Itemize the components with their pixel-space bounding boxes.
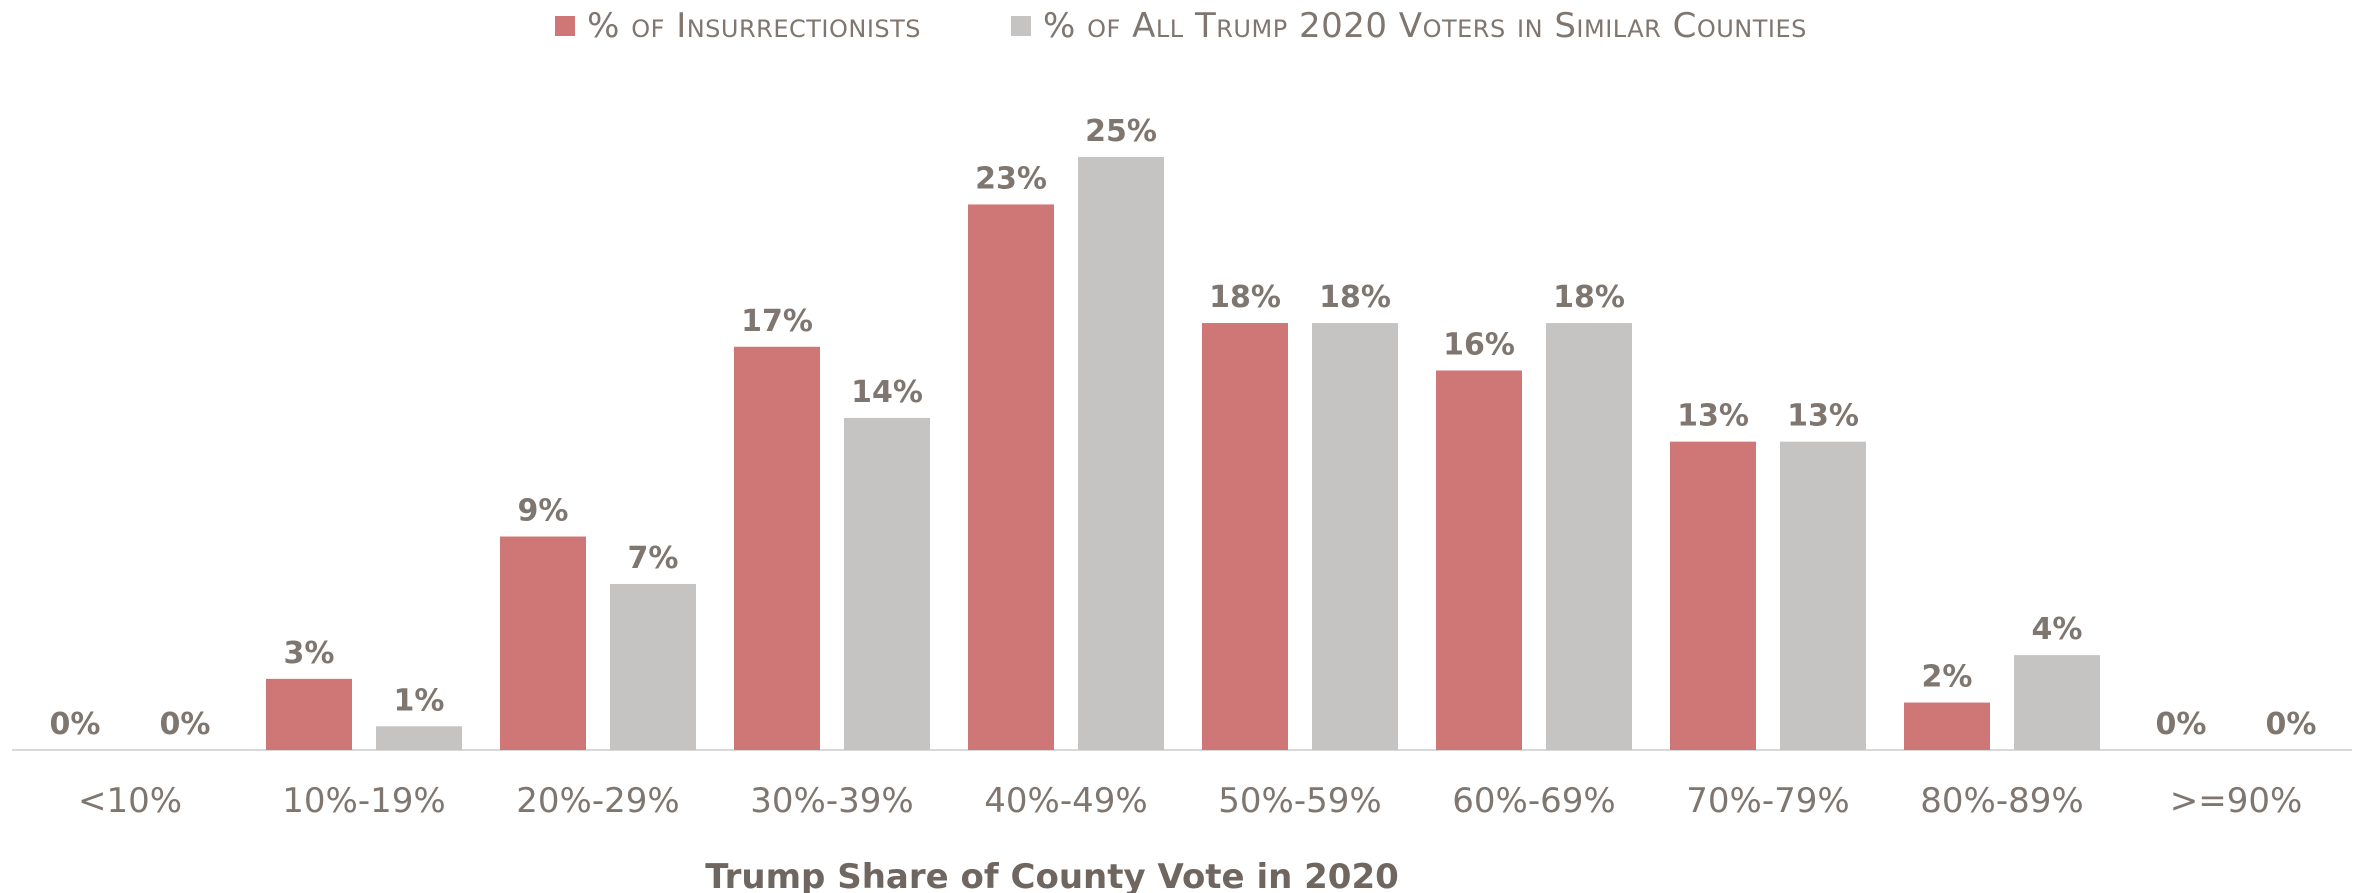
value-label-trump-voters-2: 7% [628,541,679,576]
x-axis-title: Trump Share of County Vote in 2020 [705,857,1399,893]
legend-item-trump-voters: % of All Trump 2020 Voters in Similar Co… [1011,6,1807,46]
x-tick-label-6: 60%-69% [1452,781,1615,821]
x-tick-label-3: 30%-39% [750,781,913,821]
legend-swatch-trump-voters [1011,16,1032,36]
bar-insurrectionists-6 [1436,370,1522,750]
legend-label-insurrectionists: % of Insurrectionists [587,6,922,46]
bar-trump-voters-4 [1078,157,1164,750]
bar-insurrectionists-4 [968,204,1054,750]
legend-swatch-insurrectionists [555,16,576,36]
x-tick-label-4: 40%-49% [984,781,1147,821]
legend-item-insurrectionists: % of Insurrectionists [555,6,921,46]
value-label-trump-voters-1: 1% [394,683,445,718]
value-label-trump-voters-4: 25% [1085,114,1157,149]
bar-trump-voters-2 [610,583,696,750]
value-label-trump-voters-9: 0% [2266,707,2317,742]
bars-group [266,157,2100,750]
value-label-insurrectionists-6: 16% [1443,327,1515,362]
value-label-insurrectionists-4: 23% [975,161,1047,196]
x-tick-label-8: 80%-89% [1920,781,2083,821]
bar-insurrectionists-8 [1904,702,1990,750]
value-label-insurrectionists-7: 13% [1677,399,1749,434]
value-label-insurrectionists-5: 18% [1209,280,1281,315]
value-label-insurrectionists-2: 9% [518,494,569,529]
x-tick-labels-group: <10% 10%-19% 20%-29% 30%-39% 40%-49% 50%-59% 6… [78,781,2302,821]
bar-insurrectionists-3 [734,346,820,750]
value-label-trump-voters-0: 0% [160,707,211,742]
bar-insurrectionists-5 [1202,323,1288,750]
value-label-insurrectionists-3: 17% [741,304,813,339]
x-tick-label-7: 70%-79% [1686,781,1849,821]
bar-insurrectionists-2 [500,536,586,750]
value-label-trump-voters-5: 18% [1319,280,1391,315]
bar-insurrectionists-7 [1670,441,1756,750]
bar-trump-voters-8 [2014,655,2100,750]
value-label-trump-voters-3: 14% [851,375,923,410]
value-label-insurrectionists-0: 0% [50,707,101,742]
x-tick-label-2: 20%-29% [516,781,679,821]
value-label-trump-voters-8: 4% [2032,612,2083,647]
bar-trump-voters-6 [1546,323,1632,750]
value-label-insurrectionists-9: 0% [2156,707,2207,742]
value-label-insurrectionists-8: 2% [1922,660,1973,695]
x-tick-label-9: >=90% [2170,781,2303,821]
value-labels-group: 0% 0% 3% 1% 9% 7% 17% 14% 23% 25% 18% 18% 16% 18% 13% 1… [50,114,2317,742]
bar-trump-voters-7 [1780,441,1866,750]
legend: % of Insurrectionists % of All Trump 202… [0,6,2362,46]
bar-trump-voters-5 [1312,323,1398,750]
legend-label-trump-voters: % of All Trump 2020 Voters in Similar Co… [1043,6,1807,46]
bar-trump-voters-1 [376,726,462,750]
x-tick-label-0: <10% [78,781,182,821]
x-tick-label-1: 10%-19% [282,781,445,821]
value-label-insurrectionists-1: 3% [284,636,335,671]
value-label-trump-voters-6: 18% [1553,280,1625,315]
bar-insurrectionists-1 [266,678,352,750]
x-tick-label-5: 50%-59% [1218,781,1381,821]
value-label-trump-voters-7: 13% [1787,399,1859,434]
bar-trump-voters-3 [844,417,930,750]
